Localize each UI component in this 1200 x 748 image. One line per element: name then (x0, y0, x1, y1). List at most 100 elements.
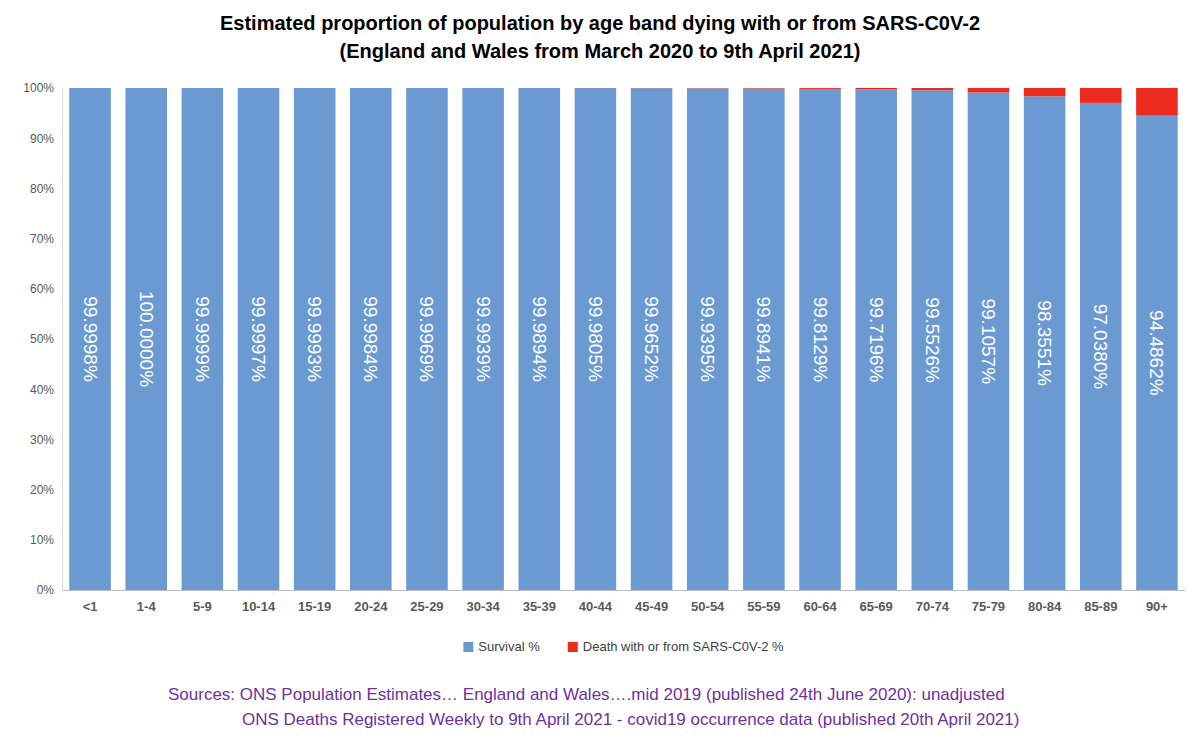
x-tick: 90+ (1146, 590, 1168, 614)
x-tick-label: 90+ (1146, 599, 1168, 614)
legend-label: Death with or from SARS-C0V-2 % (583, 639, 784, 654)
y-tick: 50% (30, 332, 62, 346)
x-tick: 50-54 (691, 590, 725, 614)
bar (125, 88, 167, 590)
x-tick-label: 80-84 (1028, 599, 1062, 614)
bar (687, 88, 729, 590)
x-tick: 70-74 (916, 590, 950, 614)
data-label: 99.9894% (529, 296, 550, 382)
bar (968, 92, 1010, 590)
bar (1080, 88, 1122, 103)
x-tick: 65-69 (860, 590, 893, 614)
bar (631, 88, 673, 89)
legend-item: Survival % (463, 639, 540, 654)
x-tick: 20-24 (354, 590, 388, 614)
bar (743, 89, 785, 590)
bar (631, 88, 673, 590)
bar (1080, 103, 1122, 590)
y-tick: 0% (37, 583, 62, 597)
bar (69, 88, 111, 89)
bar (182, 88, 224, 590)
x-tick: 25-29 (410, 590, 443, 614)
y-tick: 100% (23, 81, 62, 95)
bar (462, 88, 504, 89)
data-label: 99.1057% (978, 298, 999, 384)
subtitle: (England and Wales from March 2020 to 9t… (340, 40, 861, 62)
x-tick-label: 50-54 (691, 599, 725, 614)
data-label: 98.3551% (1034, 300, 1055, 386)
bar (799, 88, 841, 89)
data-label: 99.9999% (192, 296, 213, 382)
bar (406, 88, 448, 89)
y-tick: 80% (30, 182, 62, 196)
x-tick: 40-44 (579, 590, 613, 614)
data-label: 99.5526% (922, 297, 943, 383)
x-tick: 30-34 (467, 590, 501, 614)
x-tick-label: 5-9 (193, 599, 212, 614)
x-axis: <1 1-4 5-9 10-14 15-19 20-24 25-29 30-34 35-39 40… (63, 590, 1186, 614)
legend-swatch (568, 642, 578, 652)
y-tick: 20% (30, 483, 62, 497)
y-tick-label: 60% (30, 282, 54, 296)
bar (69, 88, 111, 590)
data-label: 94.4862% (1146, 310, 1167, 396)
bar (687, 88, 729, 89)
x-tick-label: 70-74 (916, 599, 950, 614)
bar (462, 88, 504, 590)
y-tick-label: 10% (30, 533, 54, 547)
data-label: 99.7196% (866, 297, 887, 383)
y-tick-label: 50% (30, 332, 54, 346)
bar (912, 88, 954, 90)
y-tick: 10% (30, 533, 62, 547)
data-label: 99.9805% (585, 296, 606, 382)
bar (518, 88, 560, 89)
x-tick-label: 10-14 (242, 599, 276, 614)
bar (575, 88, 617, 89)
bar (350, 88, 392, 590)
y-tick-label: 40% (30, 383, 54, 397)
x-tick: 5-9 (193, 590, 212, 614)
data-label: 99.8941% (753, 296, 774, 382)
y-tick: 90% (30, 132, 62, 146)
x-tick-label: 15-19 (298, 599, 331, 614)
x-tick-label: 45-49 (635, 599, 668, 614)
x-tick: 55-59 (747, 590, 780, 614)
data-label: 99.9993% (304, 296, 325, 382)
bar (912, 90, 954, 590)
y-tick: 60% (30, 282, 62, 296)
bar (350, 88, 392, 89)
data-label: 97.0380% (1090, 304, 1111, 390)
x-tick: <1 (83, 590, 98, 614)
legend-item: Death with or from SARS-C0V-2 % (568, 639, 784, 654)
y-tick-label: 0% (37, 583, 55, 597)
y-tick-label: 20% (30, 483, 54, 497)
x-axis-line (63, 590, 1186, 591)
y-tick: 30% (30, 433, 62, 447)
bar (406, 88, 448, 590)
y-tick-label: 80% (30, 182, 54, 196)
y-axis-line (62, 89, 63, 591)
bar (575, 88, 617, 590)
x-tick: 1-4 (137, 590, 157, 614)
x-tick: 75-79 (972, 590, 1005, 614)
chart: Estimated proportion of population by ag… (0, 0, 1200, 748)
title: Estimated proportion of population by ag… (220, 12, 980, 34)
x-tick-label: 35-39 (523, 599, 556, 614)
x-tick: 35-39 (523, 590, 556, 614)
data-label: 99.9998% (80, 296, 101, 382)
x-tick-label: 25-29 (410, 599, 443, 614)
data-label: 99.9997% (248, 296, 269, 382)
x-tick: 60-64 (803, 590, 837, 614)
x-tick-label: 40-44 (579, 599, 613, 614)
bar (743, 88, 785, 89)
y-axis: 0%10%20%30%40%50%60%70%80%90%100% (23, 81, 62, 597)
x-tick-label: 20-24 (354, 599, 388, 614)
x-tick-label: 30-34 (467, 599, 501, 614)
bar (855, 88, 897, 89)
x-tick-label: 55-59 (747, 599, 780, 614)
x-tick-label: 1-4 (137, 599, 157, 614)
bar (968, 88, 1010, 92)
y-tick: 40% (30, 383, 62, 397)
bar (182, 88, 224, 89)
bar (855, 89, 897, 590)
